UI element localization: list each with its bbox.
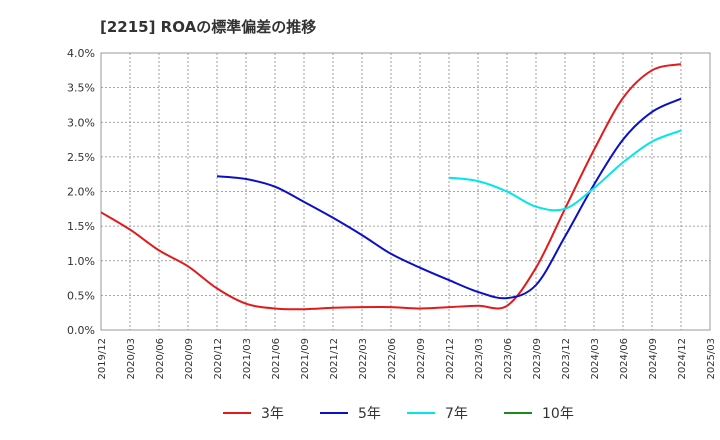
x-tick-label: 2024/12 bbox=[677, 338, 688, 380]
x-tick-label: 2022/03 bbox=[358, 338, 369, 380]
series-line-1 bbox=[100, 63, 682, 311]
legend: 3年 5年 7年 10年 bbox=[223, 406, 574, 422]
x-tick-label: 2021/03 bbox=[242, 338, 253, 380]
legend-label: 3年 bbox=[261, 406, 284, 422]
x-tick-label: 2021/12 bbox=[329, 338, 340, 380]
legend-label: 10年 bbox=[542, 406, 574, 422]
x-tick-label: 2022/09 bbox=[416, 338, 427, 380]
y-tick-label: 0.5% bbox=[67, 289, 95, 302]
x-tick-label: 2025/03 bbox=[706, 338, 717, 380]
x-tick-label: 2024/06 bbox=[619, 338, 630, 380]
series-line-2 bbox=[216, 97, 682, 300]
x-tick-label: 2020/09 bbox=[184, 338, 195, 380]
y-tick-label: 2.0% bbox=[67, 186, 95, 199]
x-tick-label: 2022/06 bbox=[387, 338, 398, 380]
chart-title: [2215] ROAの標準偏差の推移 bbox=[100, 18, 317, 36]
x-tick-label: 2024/09 bbox=[648, 338, 659, 380]
x-tick-label: 2023/09 bbox=[532, 338, 543, 380]
y-tick-label: 3.5% bbox=[67, 82, 95, 95]
x-tick-label: 2021/06 bbox=[271, 338, 282, 380]
y-tick-label: 1.5% bbox=[67, 220, 95, 233]
x-tick-label: 2019/12 bbox=[97, 338, 108, 380]
x-tick-label: 2022/12 bbox=[445, 338, 456, 380]
y-tick-label: 3.0% bbox=[67, 116, 95, 129]
x-tick-label: 2023/12 bbox=[561, 338, 572, 380]
x-tick-label: 2020/06 bbox=[155, 338, 166, 380]
legend-label: 7年 bbox=[445, 406, 468, 422]
y-tick-label: 4.0% bbox=[67, 47, 95, 60]
x-tick-label: 2020/03 bbox=[126, 338, 137, 380]
x-tick-label: 2023/03 bbox=[474, 338, 485, 380]
legend-label: 5年 bbox=[358, 406, 381, 422]
y-tick-label: 1.0% bbox=[67, 255, 95, 268]
y-tick-label: 2.5% bbox=[67, 151, 95, 164]
x-tick-label: 2023/06 bbox=[503, 338, 514, 380]
y-tick-label: 0.0% bbox=[67, 324, 95, 337]
series-line-3 bbox=[448, 129, 682, 212]
x-tick-label: 2024/03 bbox=[590, 338, 601, 380]
x-tick-label: 2020/12 bbox=[213, 338, 224, 380]
x-tick-label: 2021/09 bbox=[300, 338, 311, 380]
